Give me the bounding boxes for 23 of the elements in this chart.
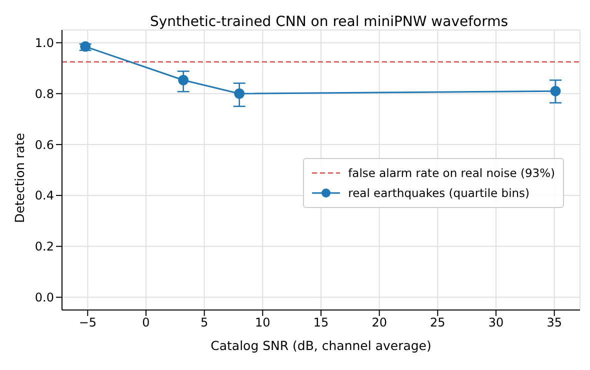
y-tick-label: 0.6 — [34, 138, 54, 152]
x-tick-label: −5 — [78, 316, 97, 330]
y-axis-title: Detection rate — [12, 132, 27, 224]
y-tick-label: 0.8 — [34, 86, 54, 101]
point — [178, 74, 189, 86]
x-tick-label: 20 — [372, 316, 387, 330]
x-tick-label: 15 — [313, 316, 329, 330]
x-tick-label: 5 — [200, 316, 208, 330]
x-tick-label: 35 — [546, 316, 562, 330]
x-tick-label: 10 — [255, 316, 270, 330]
x-axis-title: Catalog SNR (dB, channel average) — [210, 338, 432, 353]
y-tick-label: 0.2 — [34, 240, 54, 254]
y-tick-label: 0.0 — [34, 290, 54, 305]
x-tick-label: 0 — [142, 316, 150, 330]
point — [550, 86, 561, 96]
chart-title: Synthetic-trained CNN on real miniPNW waveforms — [150, 14, 508, 30]
y-tick-label: 1.0 — [34, 36, 54, 50]
y-tick-label: 0.4 — [34, 188, 54, 203]
x-tick-label: 30 — [488, 316, 504, 330]
legend-label: false alarm rate on real noise (93%) — [348, 165, 555, 182]
x-tick-label: 25 — [430, 316, 446, 330]
legend-label: real earthquakes (quartile bins) — [348, 185, 530, 202]
point — [234, 88, 245, 99]
